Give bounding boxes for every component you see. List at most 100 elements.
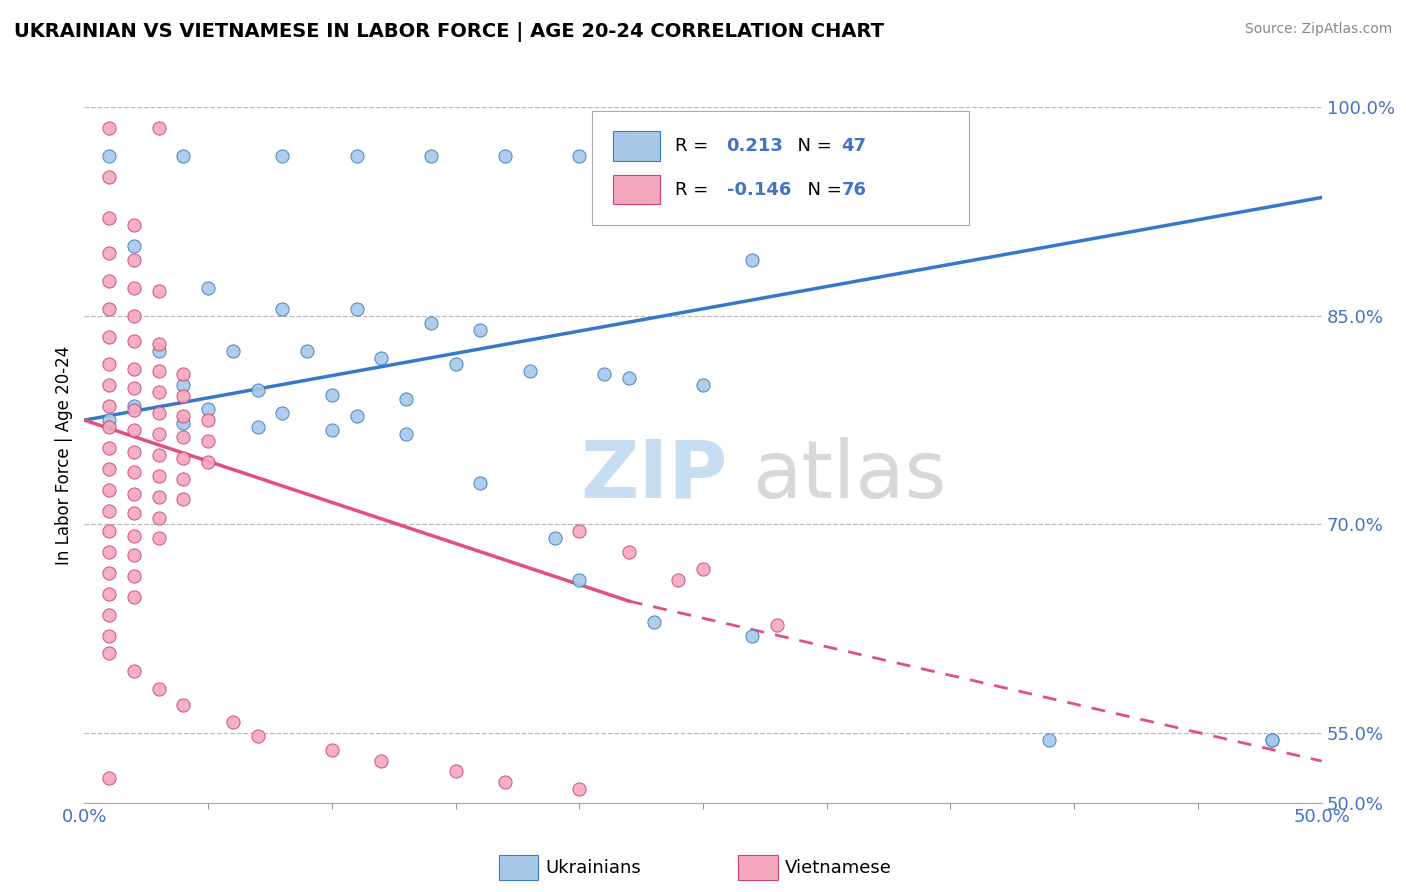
Point: [148, 343, 170, 358]
Point: [346, 409, 368, 423]
Text: Source: ZipAtlas.com: Source: ZipAtlas.com: [1244, 22, 1392, 37]
Point: [148, 681, 170, 696]
Point: [568, 781, 591, 796]
Point: [666, 573, 689, 587]
Text: atlas: atlas: [752, 437, 946, 515]
Point: [1261, 733, 1284, 747]
FancyBboxPatch shape: [592, 111, 969, 226]
Point: [98, 441, 121, 455]
Text: -0.146: -0.146: [727, 181, 792, 199]
Point: [122, 381, 145, 395]
Point: [741, 629, 763, 643]
Point: [172, 389, 194, 403]
Text: N =: N =: [796, 181, 848, 199]
Text: ZIP: ZIP: [581, 437, 728, 515]
Point: [122, 507, 145, 521]
Point: [246, 729, 269, 743]
Point: [148, 427, 170, 442]
Point: [148, 532, 170, 546]
Point: [172, 430, 194, 444]
Point: [122, 664, 145, 678]
Point: [568, 573, 591, 587]
Point: [470, 323, 492, 337]
Point: [295, 343, 318, 358]
Point: [494, 149, 516, 163]
Point: [122, 569, 145, 583]
Text: 76: 76: [842, 181, 866, 199]
Point: [246, 383, 269, 397]
Point: [98, 378, 121, 392]
Point: [197, 413, 219, 427]
Point: [271, 301, 294, 316]
Point: [1038, 733, 1060, 747]
Point: [98, 566, 121, 581]
Point: [98, 169, 121, 184]
Point: [98, 420, 121, 434]
Point: [692, 562, 714, 576]
Point: [568, 149, 591, 163]
Point: [148, 336, 170, 351]
Point: [197, 455, 219, 469]
Point: [766, 617, 789, 632]
Point: [98, 120, 121, 135]
Point: [643, 615, 665, 629]
Point: [197, 281, 219, 295]
Point: [98, 413, 121, 427]
Point: [172, 472, 194, 486]
Point: [98, 629, 121, 643]
Point: [98, 149, 121, 163]
Point: [172, 149, 194, 163]
Bar: [613, 175, 659, 204]
Point: [321, 423, 343, 437]
Point: [148, 468, 170, 483]
Point: [148, 364, 170, 378]
Point: [321, 743, 343, 757]
Point: [98, 329, 121, 343]
Point: [643, 149, 665, 163]
Point: [271, 149, 294, 163]
Point: [98, 246, 121, 260]
Point: [122, 219, 145, 233]
Point: [444, 358, 467, 372]
Point: [148, 385, 170, 400]
Point: [98, 462, 121, 476]
Point: [122, 548, 145, 562]
Point: [98, 524, 121, 539]
Point: [98, 483, 121, 497]
Point: [222, 343, 245, 358]
Point: [98, 358, 121, 372]
Point: [122, 403, 145, 417]
Point: [122, 309, 145, 323]
Point: [172, 698, 194, 713]
Point: [346, 301, 368, 316]
Point: [419, 316, 441, 330]
Point: [593, 368, 616, 382]
Y-axis label: In Labor Force | Age 20-24: In Labor Force | Age 20-24: [55, 345, 73, 565]
Point: [148, 490, 170, 504]
Point: [98, 545, 121, 559]
Point: [617, 545, 640, 559]
Point: [741, 149, 763, 163]
Point: [148, 510, 170, 524]
Point: [98, 274, 121, 288]
Text: R =: R =: [675, 181, 713, 199]
Point: [98, 587, 121, 601]
Point: [98, 301, 121, 316]
Point: [519, 364, 541, 378]
Point: [122, 334, 145, 348]
Bar: [613, 131, 659, 161]
Point: [122, 281, 145, 295]
Text: R =: R =: [675, 137, 713, 155]
Point: [222, 715, 245, 730]
Point: [148, 284, 170, 298]
Point: [246, 420, 269, 434]
Point: [543, 532, 565, 546]
Point: [98, 607, 121, 622]
Point: [122, 445, 145, 459]
Point: [172, 378, 194, 392]
Text: 0.213: 0.213: [727, 137, 783, 155]
Point: [122, 590, 145, 604]
Point: [148, 120, 170, 135]
Point: [122, 239, 145, 253]
Point: [568, 524, 591, 539]
